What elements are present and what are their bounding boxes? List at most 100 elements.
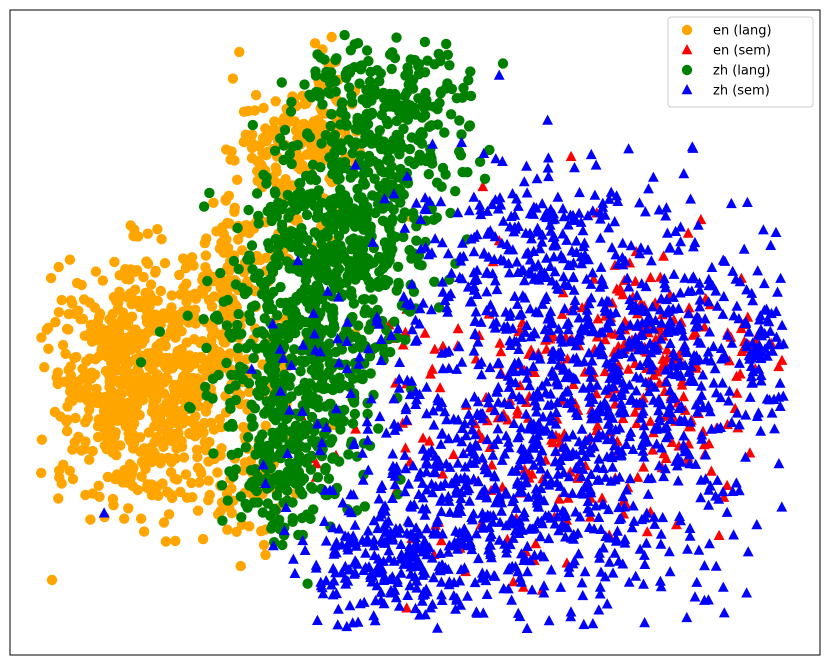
data-point <box>199 437 210 448</box>
data-point <box>405 568 417 579</box>
data-point <box>752 265 764 276</box>
data-point <box>226 449 237 460</box>
data-point <box>774 377 786 388</box>
data-point <box>581 311 593 322</box>
data-point <box>382 118 393 130</box>
data-point <box>233 308 244 320</box>
data-point <box>349 408 361 420</box>
data-point <box>403 478 414 489</box>
data-point <box>658 470 669 482</box>
data-point <box>482 205 493 216</box>
data-point <box>552 191 564 202</box>
data-point <box>264 242 275 254</box>
data-point <box>401 374 413 385</box>
data-point <box>566 394 577 405</box>
data-point <box>544 309 555 321</box>
data-point <box>350 536 361 548</box>
data-point <box>315 579 327 591</box>
data-point <box>444 506 456 517</box>
data-point <box>402 62 413 73</box>
data-point <box>606 433 618 444</box>
data-point <box>200 381 211 393</box>
data-point <box>417 432 429 443</box>
data-point <box>322 275 333 286</box>
data-point <box>746 371 757 382</box>
data-point <box>404 517 415 528</box>
data-point <box>507 244 519 255</box>
data-point <box>654 304 666 315</box>
data-point <box>130 324 141 335</box>
data-point <box>744 391 756 402</box>
data-point <box>337 104 348 116</box>
legend-label: en (lang) <box>713 24 772 39</box>
data-point <box>538 587 550 598</box>
data-point <box>384 49 396 60</box>
data-point <box>755 369 767 381</box>
data-point <box>555 333 567 344</box>
data-point <box>350 556 362 567</box>
data-point <box>588 324 599 335</box>
data-point <box>151 431 162 443</box>
data-point <box>626 392 637 403</box>
data-point <box>436 396 448 408</box>
data-point <box>468 508 479 519</box>
data-point <box>700 449 712 460</box>
data-point <box>64 254 76 265</box>
data-point <box>125 294 136 305</box>
data-point <box>84 404 95 415</box>
data-point <box>41 324 52 335</box>
data-point <box>118 375 129 386</box>
data-point <box>421 484 433 495</box>
data-point <box>235 491 246 502</box>
data-point <box>86 369 97 380</box>
data-point <box>384 573 396 585</box>
data-point <box>329 256 340 268</box>
data-point <box>554 480 566 491</box>
data-point <box>398 558 410 569</box>
data-point <box>139 526 150 537</box>
data-point <box>434 382 446 393</box>
data-point <box>660 364 672 375</box>
data-point <box>253 218 264 229</box>
data-point <box>623 281 635 292</box>
data-point <box>321 325 332 336</box>
data-point <box>346 286 357 297</box>
data-point <box>328 452 339 463</box>
data-point <box>541 252 552 263</box>
data-point <box>647 444 659 455</box>
data-point <box>527 360 539 372</box>
data-point <box>528 208 539 219</box>
data-point <box>679 359 691 370</box>
data-point <box>684 522 696 533</box>
data-point <box>429 466 441 477</box>
data-point <box>535 531 546 542</box>
data-point <box>474 156 486 167</box>
data-point <box>213 314 224 325</box>
data-point <box>43 343 54 354</box>
data-point <box>664 319 676 330</box>
data-point <box>395 567 407 578</box>
data-point <box>765 239 777 250</box>
data-point <box>357 373 368 385</box>
data-point <box>310 559 322 570</box>
data-point <box>152 369 163 380</box>
data-point <box>581 273 592 284</box>
data-point <box>109 429 120 440</box>
data-point <box>661 432 672 443</box>
data-point <box>157 478 168 489</box>
data-point <box>357 447 368 458</box>
data-point <box>601 451 613 462</box>
data-point <box>485 548 496 560</box>
data-point <box>53 307 65 318</box>
data-point <box>762 350 773 361</box>
data-point <box>717 486 729 497</box>
data-point <box>769 423 780 434</box>
data-point <box>125 399 136 410</box>
data-point <box>691 576 703 587</box>
data-point <box>271 490 283 501</box>
data-point <box>455 150 467 161</box>
data-point <box>496 454 508 465</box>
data-point <box>285 353 297 364</box>
data-point <box>314 346 326 357</box>
data-point <box>617 377 629 388</box>
